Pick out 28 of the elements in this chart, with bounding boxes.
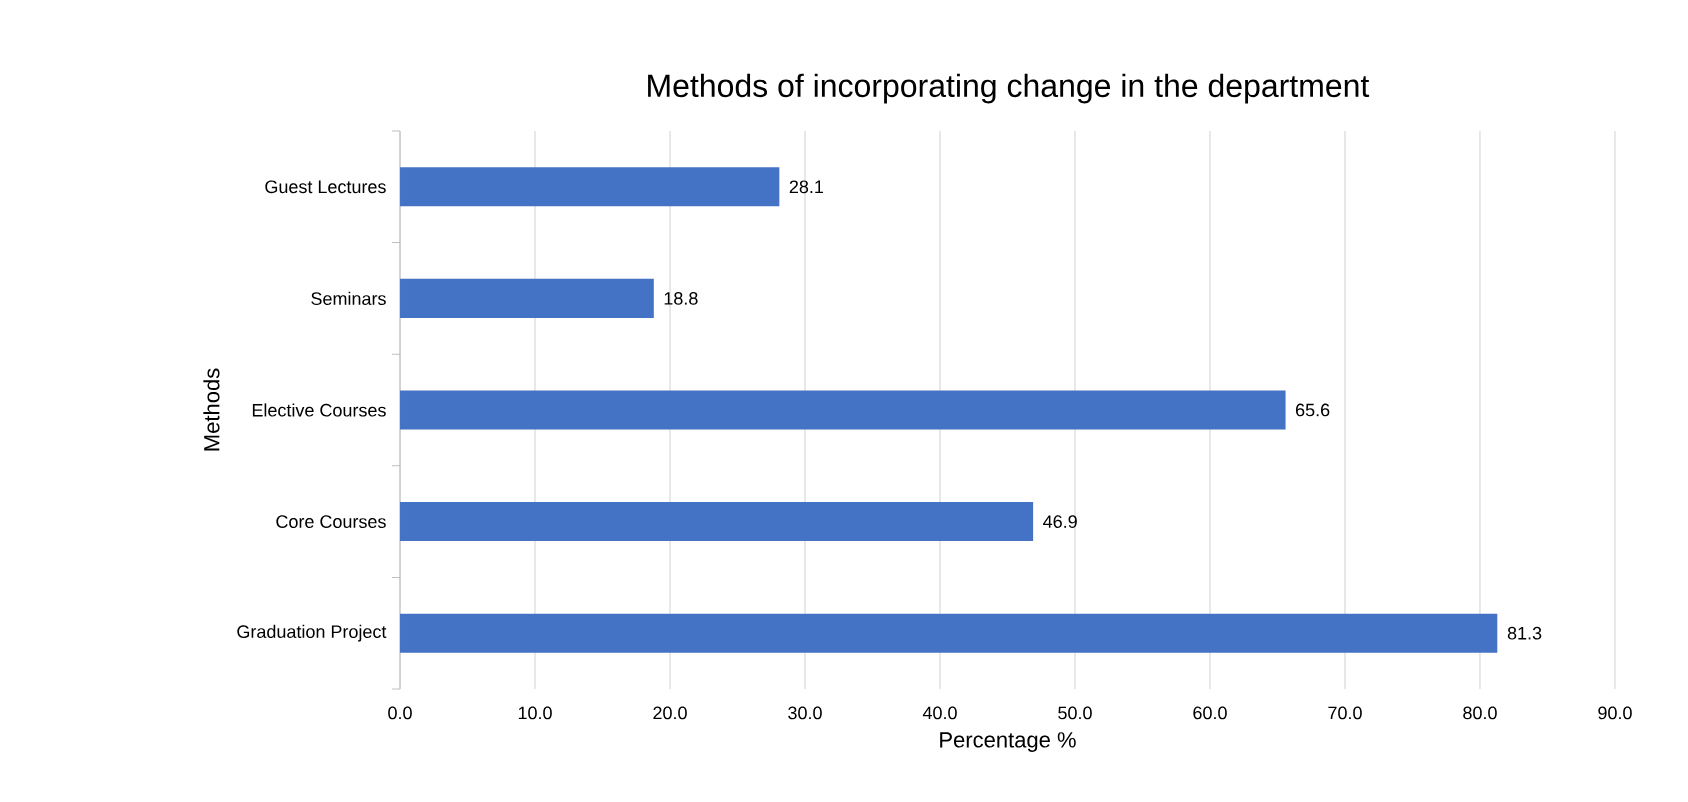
x-tick-label: 40.0 [922, 706, 957, 720]
y-axis-title: Methods [203, 368, 220, 451]
chart-title: Methods of incorporating change in the department [648, 73, 1370, 104]
bar [400, 278, 654, 318]
x-tick-label: 10.0 [518, 706, 552, 720]
x-tick-label: 30.0 [788, 706, 822, 720]
x-tick-label: 90.0 [1598, 706, 1632, 720]
bar [400, 390, 1286, 430]
bar [400, 167, 780, 207]
x-tick-label: 50.0 [1058, 706, 1092, 720]
x-tick-label: 60.0 [1193, 706, 1227, 720]
y-tick-label: Guest Lectures [265, 180, 386, 194]
x-tick-label: 80.0 [1463, 706, 1497, 720]
data-label: 46.9 [1043, 515, 1077, 528]
bar [400, 502, 1034, 542]
data-label: 28.1 [789, 180, 824, 194]
x-tick-label: 0.0 [388, 706, 412, 720]
x-tick-label: 20.0 [653, 706, 687, 720]
data-label: 81.3 [1507, 626, 1542, 640]
x-tick-label: 70.0 [1328, 706, 1362, 720]
y-tick-label: Graduation Project [237, 624, 387, 642]
data-label: 18.8 [664, 292, 698, 305]
y-tick-label: Seminars [311, 291, 386, 305]
y-tick-label: Core Courses [276, 515, 386, 528]
bar [400, 613, 1498, 653]
x-axis-title: Percentage % [940, 732, 1076, 752]
data-label: 65.6 [1296, 403, 1330, 417]
y-tick-label: Elective Courses [252, 403, 386, 417]
